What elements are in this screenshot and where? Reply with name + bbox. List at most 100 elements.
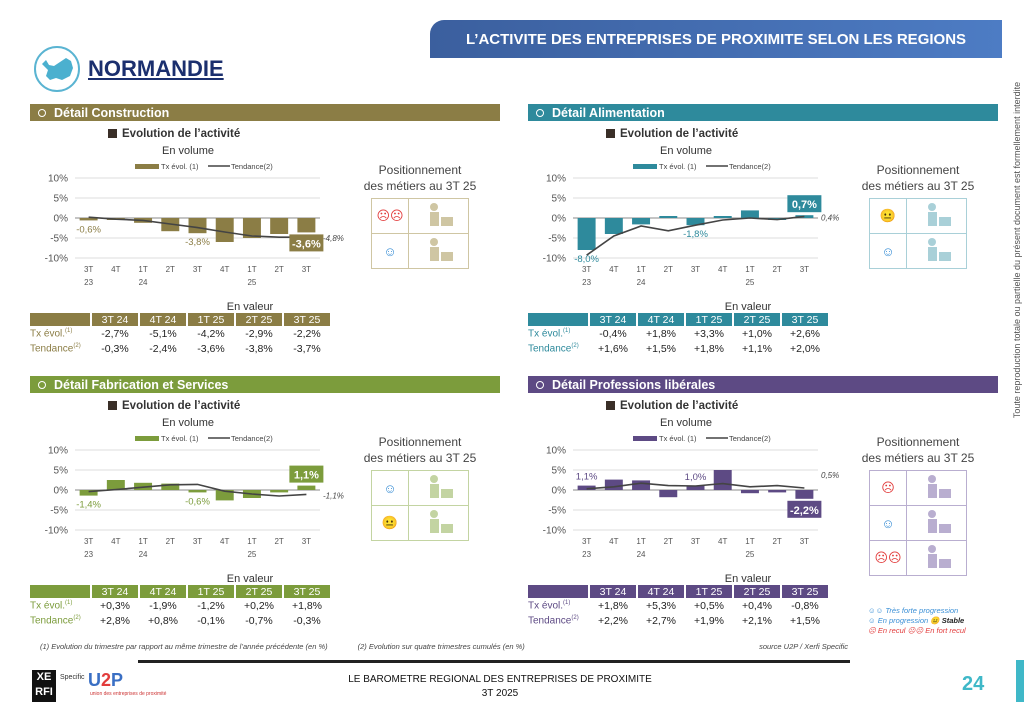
x-tick-label: 3T xyxy=(302,265,311,274)
positioning-subtitle: des métiers au 3T 25 xyxy=(861,179,975,193)
value-table-caption: En valeur xyxy=(226,301,274,313)
highlight-label: 1,1% xyxy=(294,470,319,482)
x-tick-label: 4T xyxy=(609,265,618,274)
value-table: 3T 24 4T 24 1T 25 2T 25 3T 25 Tx évol.(1) -0,4… xyxy=(526,313,830,356)
table-cell: -0,3% xyxy=(293,614,321,627)
mood-indicator: 😐 xyxy=(371,505,409,541)
activity-chart: Evolution de l’activité En volume Tx évol.… xyxy=(45,400,344,559)
data-label: -0,6% xyxy=(76,224,101,235)
copyright-notice: Toute reproduction totale ou partielle d… xyxy=(1012,81,1022,419)
panel-title: Détail Professions libérales xyxy=(552,377,716,392)
bar-2T-25 xyxy=(270,490,289,493)
data-label: 1,0% xyxy=(685,472,707,483)
row-label-text: Tx évol. xyxy=(528,600,564,612)
mood-indicator: ☹ xyxy=(869,470,907,506)
highlight-label: -2,2% xyxy=(790,505,819,517)
legend-progress: ☺ En progression xyxy=(868,616,929,625)
y-tick-label: 10% xyxy=(546,174,566,185)
x-tick-year: 23 xyxy=(582,278,591,287)
data-label: -1,8% xyxy=(683,229,708,240)
table-cell: -5,1% xyxy=(149,327,177,340)
panel-header: Détail Construction xyxy=(30,104,500,121)
x-tick-label: 2T xyxy=(772,265,781,274)
x-tick-year: 25 xyxy=(247,278,256,287)
row-footnote-ref: (1) xyxy=(563,327,571,334)
bar-1T-25 xyxy=(242,218,261,238)
page-number: 24 xyxy=(962,673,985,695)
table-cell: -0,4% xyxy=(599,327,627,340)
x-tick-label: 2T xyxy=(274,265,283,274)
x-tick-label: 1T xyxy=(247,537,256,546)
bar-2T-24 xyxy=(161,483,180,490)
x-tick-label: 4T xyxy=(220,537,229,546)
y-tick-label: 0% xyxy=(54,486,69,497)
table-cell: +2,7% xyxy=(645,614,677,627)
bar-4T-24 xyxy=(713,216,732,218)
u2p-logo: U2P xyxy=(88,670,124,690)
x-tick-label: 1T xyxy=(745,537,754,546)
table-row: Tx évol.(1) -0,4% +1,8% +3,3% +1,0% +2,6% xyxy=(528,326,828,341)
y-tick-label: 10% xyxy=(48,446,68,457)
trend-end-label: 0,5% xyxy=(821,471,839,480)
x-tick-label: 3T xyxy=(691,265,700,274)
mood-indicator: ☺ xyxy=(869,233,907,269)
panel-title: Détail Fabrication et Services xyxy=(54,377,229,392)
chart-title-icon xyxy=(108,401,117,410)
bar-3T-23 xyxy=(79,490,98,496)
highlight-label: -3,6% xyxy=(292,238,321,250)
table-header: 3T 24 xyxy=(92,585,138,598)
positioning-title: Positionnement xyxy=(876,163,960,177)
row-label: Tx évol.(1) xyxy=(30,326,90,341)
y-tick-label: 5% xyxy=(552,194,567,205)
mood-indicator: ☹☹ xyxy=(869,540,907,576)
table-header: 1T 25 xyxy=(686,585,732,598)
x-tick-year: 24 xyxy=(637,550,646,559)
value-table-block: En valeur 3T 24 4T 24 1T 25 2T 25 3T 25 Tx évo… xyxy=(30,301,500,356)
table-cell: -0,8% xyxy=(791,599,819,612)
positioning-row: 😐 xyxy=(869,198,967,234)
y-tick-label: 5% xyxy=(54,466,69,477)
row-label-text: Tx évol. xyxy=(528,328,564,340)
xerfi-logo: XE RFI xyxy=(32,670,56,702)
legend-bar-label: Tx évol. (1) xyxy=(161,434,199,443)
table-cell: +2,1% xyxy=(741,614,773,627)
table-cell: +2,0% xyxy=(789,342,821,355)
x-tick-year: 25 xyxy=(745,278,754,287)
legend-bar-label: Tx évol. (1) xyxy=(161,162,199,171)
table-header-row: 3T 24 4T 24 1T 25 2T 25 3T 25 xyxy=(30,313,330,326)
legend-bar-swatch xyxy=(135,164,159,169)
panel-title: Détail Construction xyxy=(54,105,170,120)
table-cell: +2,8% xyxy=(99,614,131,627)
mood-indicator: ☹☹ xyxy=(371,198,409,234)
chart-subtitle: En volume xyxy=(660,145,712,157)
chart-subtitle: En volume xyxy=(162,145,214,157)
value-table-caption: En valeur xyxy=(226,573,274,585)
positioning-box: Positionnement des métiers au 3T 25 ☹☹ ☺ xyxy=(355,162,485,269)
table-cell: +1,8% xyxy=(645,327,677,340)
y-tick-label: 10% xyxy=(48,174,68,185)
legend-bar-label: Tx évol. (1) xyxy=(659,162,697,171)
row-label: Tendance(2) xyxy=(30,613,90,628)
positioning-title: Positionnement xyxy=(378,435,462,449)
table-cell: +1,6% xyxy=(597,342,629,355)
x-tick-label: 2T xyxy=(664,265,673,274)
positioning-table: ☹☹ ☺ xyxy=(371,198,469,269)
table-header: 3T 25 xyxy=(782,313,828,326)
y-tick-label: -5% xyxy=(548,506,566,517)
chart-subtitle: En volume xyxy=(660,417,712,429)
x-tick-label: 3T xyxy=(84,265,93,274)
table-header-row: 3T 24 4T 24 1T 25 2T 25 3T 25 xyxy=(30,585,330,598)
bar-1T-24 xyxy=(632,480,651,490)
highlight-label-box xyxy=(787,195,822,213)
table-header-blank xyxy=(528,313,588,326)
source-note: source U2P / Xerfi Specific xyxy=(759,642,848,651)
row-footnote-ref: (1) xyxy=(563,599,571,606)
table-header: 4T 24 xyxy=(140,313,186,326)
row-label: Tx évol.(1) xyxy=(30,598,90,613)
y-tick-label: -10% xyxy=(45,254,68,265)
mood-indicator: ☺ xyxy=(371,233,409,269)
bar-3T-23 xyxy=(79,218,98,221)
legend-decline: ☹ En recul xyxy=(868,626,906,635)
table-header: 4T 24 xyxy=(638,313,684,326)
table-cell: +0,4% xyxy=(741,599,773,612)
